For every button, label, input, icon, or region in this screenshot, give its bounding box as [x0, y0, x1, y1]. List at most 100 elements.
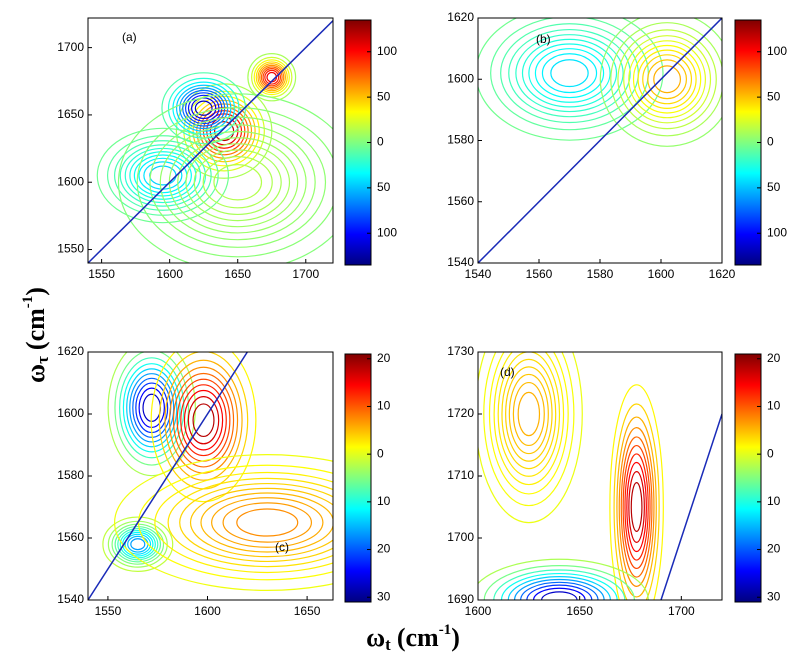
y-tick-label: 1560 — [447, 194, 474, 208]
contour-line — [159, 124, 316, 241]
contour-line — [192, 403, 215, 438]
contour-line — [117, 528, 159, 561]
contour-line — [213, 163, 263, 201]
x-tick-label: 1540 — [465, 267, 492, 281]
contour-line — [189, 487, 333, 558]
colorbar-tick-label: 10 — [767, 399, 781, 413]
contour-line — [513, 578, 605, 600]
contour-line — [122, 363, 181, 453]
contour-line — [618, 427, 655, 587]
contour-line — [114, 525, 162, 563]
y-tick-label: 1600 — [57, 174, 84, 188]
y-tick-label: 1560 — [57, 530, 84, 544]
colorbar-tick-label: 50 — [767, 89, 781, 103]
contour-line — [550, 59, 589, 88]
plot-background — [88, 352, 333, 600]
plot-area — [88, 352, 333, 600]
contour-line — [616, 416, 657, 598]
label-part: -1 — [439, 622, 452, 638]
colorbar-tick-label: 10 — [377, 399, 391, 413]
y-tick-label: 1600 — [447, 71, 474, 85]
panel-label: (b) — [536, 32, 551, 46]
panel-label: (d) — [500, 365, 515, 379]
x-tick-label: 1550 — [88, 267, 115, 281]
contour-line — [623, 35, 712, 124]
contour-line — [107, 352, 196, 477]
contour-line — [255, 61, 288, 94]
contour-line — [493, 352, 565, 486]
contour-line — [187, 94, 220, 122]
contour-line — [609, 384, 664, 600]
y-tick-label: 1580 — [447, 133, 474, 147]
y-tick-label: 1580 — [57, 468, 84, 482]
x-tick-label: 1580 — [587, 267, 614, 281]
contour-line — [483, 565, 636, 600]
contour-line — [642, 54, 693, 105]
contour-line — [119, 357, 185, 459]
y-tick-label: 1620 — [57, 344, 84, 358]
contour-line — [622, 444, 651, 570]
diagonal-line — [88, 352, 248, 600]
colorbar-tick-label: 30 — [767, 589, 781, 603]
y-tick-label: 1650 — [57, 107, 84, 121]
colorbar-tick-label: 50 — [377, 89, 391, 103]
y-tick-label: 1540 — [447, 255, 474, 269]
plot-background — [478, 352, 722, 600]
y-tick-label: 1730 — [447, 344, 474, 358]
label-part: ) — [21, 287, 50, 296]
contour-line — [508, 373, 549, 455]
colorbar-tick-label: 0 — [767, 446, 774, 460]
contour-line — [211, 497, 324, 548]
contour-line — [626, 461, 647, 553]
diagonal-line — [660, 413, 722, 600]
y-tick-label: 1700 — [57, 40, 84, 54]
contour-line — [193, 149, 282, 216]
plot-area — [478, 18, 722, 263]
colorbar-tick-label: 20 — [767, 542, 781, 556]
colorbar-tick-label: 10 — [377, 494, 391, 508]
contour-line — [637, 49, 697, 109]
colorbar — [734, 353, 762, 603]
colorbar-tick-label: 100 — [377, 44, 397, 58]
diagonal-line — [88, 20, 333, 263]
contour-line — [628, 40, 707, 119]
colorbar-tick-label: 100 — [377, 225, 397, 239]
contour-line — [200, 492, 333, 553]
label-part: ω — [366, 623, 385, 652]
contour-line — [599, 18, 722, 147]
contour-line — [117, 93, 333, 263]
contour-line — [508, 28, 631, 118]
contour-line — [520, 581, 599, 600]
contour-line — [512, 381, 545, 447]
contour-line — [179, 482, 333, 563]
contour-line — [194, 100, 213, 116]
contour-line — [483, 352, 575, 507]
colorbar-tick-label: 100 — [767, 44, 787, 58]
contour-line — [129, 373, 175, 443]
x-tick-label: 1600 — [648, 267, 675, 281]
x-tick-label: 1550 — [95, 604, 122, 618]
contour-line — [262, 68, 282, 87]
contour-line — [106, 135, 219, 216]
contour-line — [150, 352, 257, 503]
contour-line — [526, 584, 593, 600]
contour-line — [114, 352, 190, 466]
contour-line — [517, 391, 541, 437]
contour-line — [497, 352, 561, 477]
label-part: (cm — [397, 623, 439, 652]
contour-line — [172, 372, 235, 468]
contour-line — [507, 576, 611, 600]
label-part: ) — [451, 623, 460, 652]
contour-line — [202, 156, 273, 209]
colorbar-tick-label: 10 — [767, 494, 781, 508]
contour-line — [515, 34, 624, 113]
contour-line — [620, 436, 653, 578]
y-tick-label: 1720 — [447, 406, 474, 420]
label-part: (cm — [21, 308, 50, 350]
x-tick-label: 1620 — [709, 267, 736, 281]
y-tick-label: 1620 — [447, 10, 474, 24]
contour-line — [534, 48, 605, 99]
contour-line — [136, 107, 333, 258]
x-tick-label: 1600 — [465, 604, 492, 618]
